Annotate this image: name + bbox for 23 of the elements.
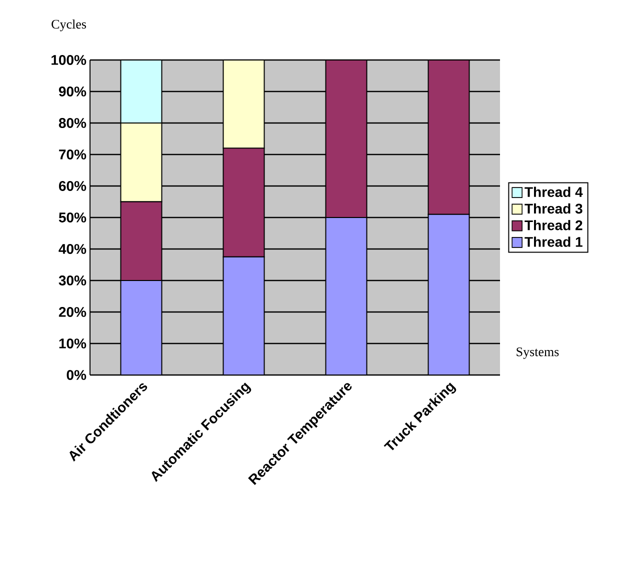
- legend-label: Thread 1: [524, 236, 582, 247]
- y-tick-label: 90%: [58, 86, 86, 96]
- bar: [222, 256, 265, 375]
- y-tick-label: 70%: [59, 150, 86, 160]
- y-tick-label: 50%: [58, 212, 86, 222]
- y-tick-label: 0%: [66, 370, 86, 380]
- legend-label: Thread 4: [524, 186, 583, 198]
- y-tick-label: 100%: [52, 55, 86, 65]
- y-tick-label: 60%: [58, 181, 86, 191]
- bar: [120, 280, 162, 375]
- y-tick-label: 10%: [59, 338, 86, 348]
- bar: [325, 216, 368, 375]
- bar: [120, 122, 162, 202]
- bar: [428, 214, 470, 375]
- x-axis-title: Systems: [516, 347, 559, 359]
- y-axis-title: Cycles: [52, 19, 86, 32]
- legend-label: Thread 2: [524, 220, 582, 230]
- y-tick-label: 40%: [58, 244, 86, 254]
- legend-label: Thread 3: [524, 203, 582, 214]
- y-tick-label: 30%: [58, 276, 86, 286]
- y-tick-label: 20%: [58, 307, 86, 317]
- bar: [222, 60, 265, 149]
- y-tick-label: 80%: [58, 118, 86, 128]
